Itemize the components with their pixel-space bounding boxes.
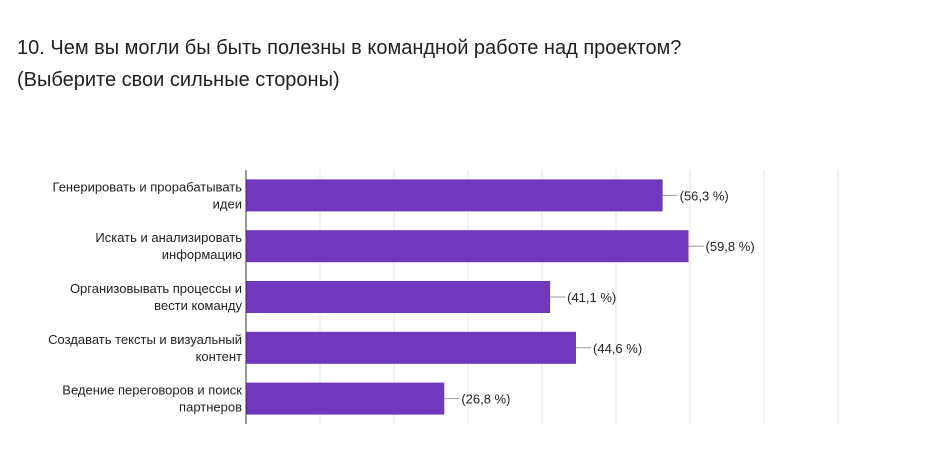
category-label: Организовывать процессы и вести команду xyxy=(70,281,243,313)
category-labels: Генерировать и прорабатывать идеи Искать и… xyxy=(48,179,242,414)
chart-title: 10. Чем вы могли бы быть полезны в коман… xyxy=(17,37,682,91)
bar xyxy=(246,281,551,313)
category-label: Генерировать и прорабатывать идеи xyxy=(53,179,243,211)
category-label: Искать и анализировать информацию xyxy=(95,230,242,262)
category-label: Создавать тексты и визуальный контент xyxy=(48,332,242,364)
category-label: Ведение переговоров и поиск партнеров xyxy=(62,383,242,415)
value-label: (41,1 %) xyxy=(567,290,616,305)
bar xyxy=(246,230,689,263)
bar xyxy=(246,179,663,212)
bar xyxy=(246,331,577,364)
value-labels: (56,3 %) (59,8 %) (41,1 %) (44,6 %) (26,8 %) xyxy=(444,188,755,407)
value-label: (59,8 %) xyxy=(706,239,755,254)
value-label: (26,8 %) xyxy=(461,392,510,407)
gridlines xyxy=(319,170,839,424)
bars xyxy=(246,179,689,415)
value-label: (56,3 %) xyxy=(680,188,729,203)
bar xyxy=(246,382,445,415)
value-label: (44,6 %) xyxy=(593,341,642,356)
